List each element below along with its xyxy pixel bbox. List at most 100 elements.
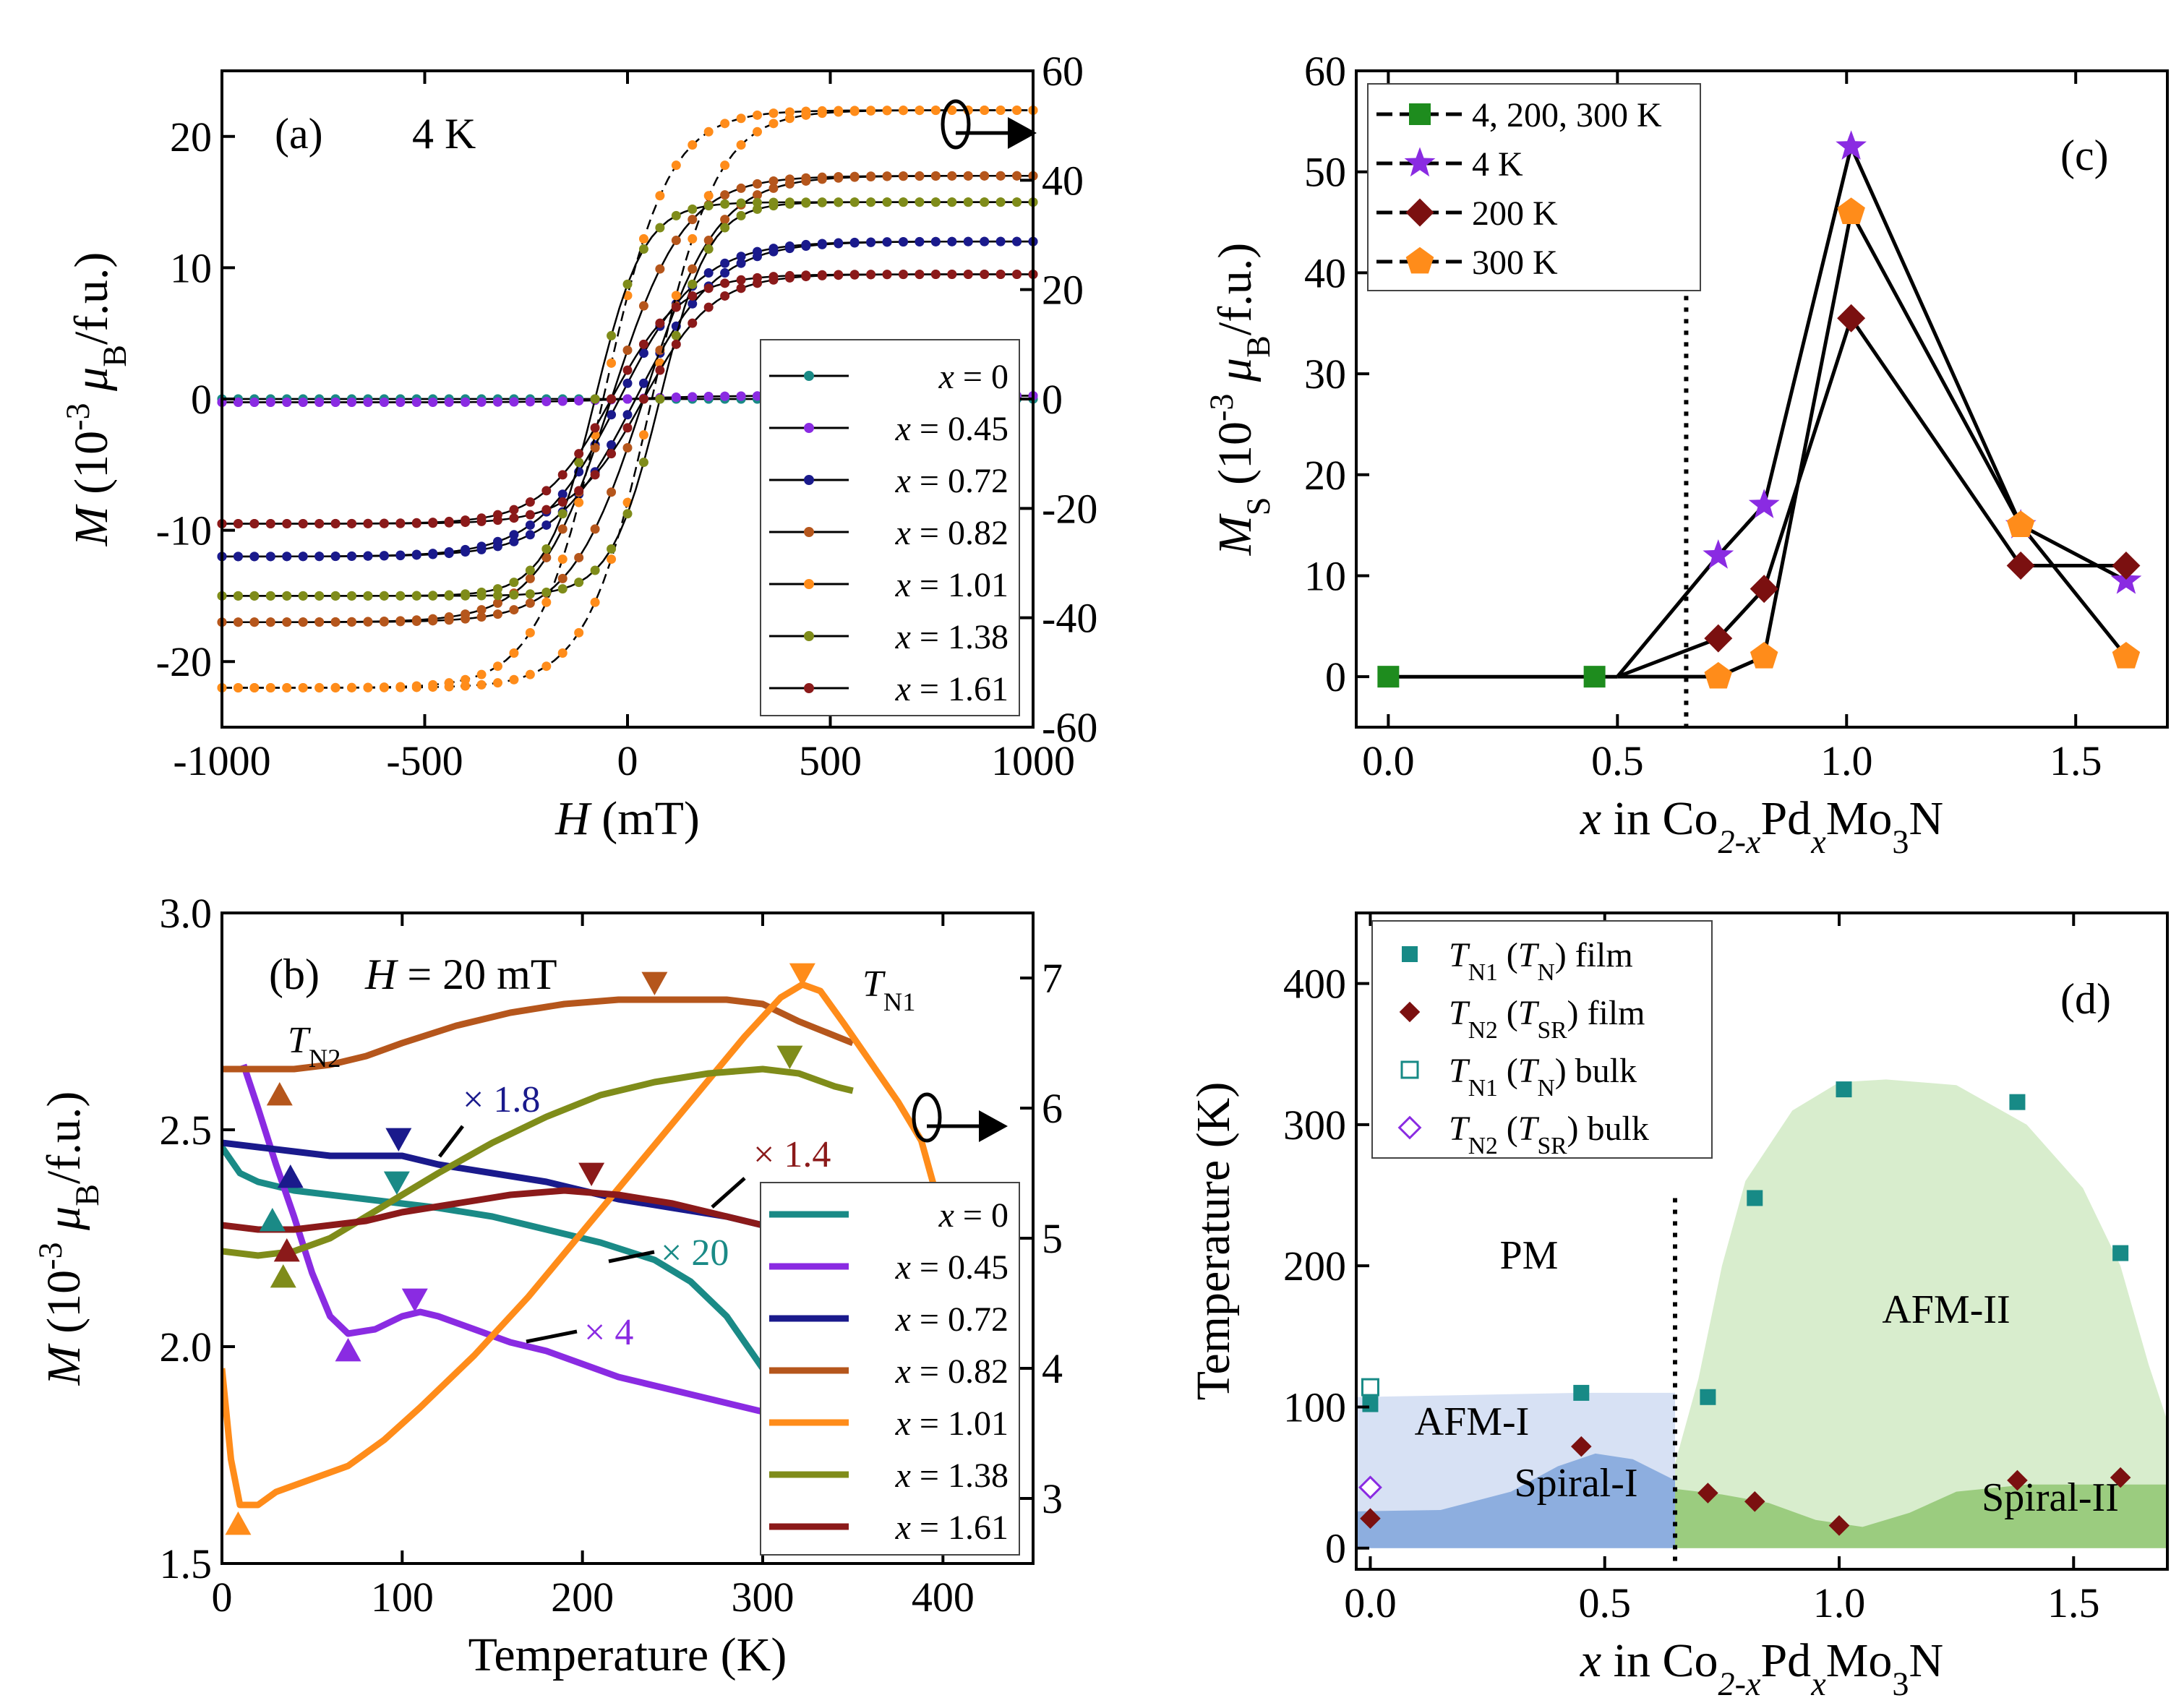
data-point-x161	[963, 269, 973, 279]
data-point-x082	[379, 616, 389, 626]
data-point-darkred	[1750, 575, 1778, 604]
panel-c-legend-marker	[1404, 147, 1436, 177]
data-point-x138	[476, 587, 487, 597]
data-point-x101	[688, 233, 698, 244]
panel-b-y2-tick-label: 3	[1042, 1475, 1063, 1522]
data-point-x138	[834, 197, 844, 207]
panel-a-x-tick-label: 500	[799, 737, 862, 784]
data-point-x101	[282, 682, 292, 692]
data-point-purple	[1703, 539, 1734, 569]
data-point-x138	[638, 458, 648, 468]
panel-a-y2-tick-label: 20	[1042, 267, 1084, 314]
data-point-x101	[607, 554, 617, 565]
data-point-x101	[233, 683, 243, 693]
panel-a-legend-x101-dot	[804, 579, 814, 589]
data-point-x072	[930, 236, 941, 246]
data-point-x138	[801, 197, 811, 207]
data-point-x101	[784, 107, 795, 117]
data-point-x082	[638, 301, 648, 311]
multiplier-pointer	[608, 1250, 655, 1264]
spiral2-label: Spiral-II	[1982, 1475, 2119, 1520]
data-point-x138	[980, 197, 990, 207]
data-point-x161	[882, 270, 892, 280]
data-point-x138	[849, 197, 860, 207]
panel-d-legend-label: TN1 (TN) bulk	[1449, 1052, 1637, 1102]
data-point-x101	[980, 105, 990, 115]
series-line-darkred	[1716, 314, 2126, 640]
data-point-x082	[720, 190, 730, 200]
panel-a-ylabel: M (10-3 μB/f.u.)	[59, 252, 133, 547]
data-point-x101	[557, 648, 568, 659]
data-point-x072	[607, 439, 617, 450]
data-point-x161	[736, 283, 746, 293]
data-point-x138	[444, 590, 454, 600]
curve-x101	[222, 981, 955, 1509]
data-point-x101	[849, 106, 860, 116]
data-point-square	[2009, 1094, 2026, 1110]
data-point-x161	[753, 273, 763, 283]
data-point-x101	[817, 106, 827, 116]
data-point-x072	[347, 551, 357, 561]
data-point-x045	[476, 397, 487, 407]
data-point-x082	[703, 236, 714, 246]
panel-c-y-tick-label: 0	[1325, 653, 1346, 700]
data-point-x138	[282, 591, 292, 601]
data-point-x101	[720, 160, 730, 171]
panel-b-legend-label: x = 0.72	[895, 1300, 1009, 1339]
panel-c-y-tick-label: 20	[1304, 452, 1346, 499]
data-point-x082	[930, 171, 941, 181]
data-point-x101	[607, 358, 617, 368]
curve-x082	[222, 996, 855, 1073]
data-point-x161	[379, 518, 389, 528]
panel-b-y2-tick-label: 4	[1042, 1345, 1063, 1392]
data-point-x082	[428, 614, 438, 624]
data-point-x138	[492, 584, 502, 594]
data-point-x101	[330, 682, 341, 692]
data-point-x045	[379, 398, 389, 408]
data-point-x138	[233, 591, 243, 601]
panel-b-legend-label: x = 1.01	[895, 1404, 1009, 1443]
panel-b-y-tick-label: 2.0	[160, 1324, 213, 1370]
data-point-x161	[638, 394, 648, 404]
data-point-x082	[557, 524, 568, 534]
panel-c-legend-marker	[1405, 246, 1434, 274]
data-point-x072	[882, 237, 892, 247]
data-point-x045	[233, 398, 243, 408]
panel-a-legend-x161-dot	[804, 683, 814, 693]
panel-c-frame	[1355, 69, 2169, 729]
data-point-x082	[768, 183, 779, 193]
afm1-label: AFM-I	[1415, 1399, 1530, 1444]
pm-label: PM	[1500, 1233, 1559, 1278]
data-point-x101	[688, 140, 698, 150]
data-point-square	[1362, 1396, 1379, 1412]
data-point-x161	[557, 497, 568, 507]
data-point-x072	[915, 236, 925, 246]
data-point-x082	[947, 171, 957, 181]
panel-d-y-tick-label: 100	[1283, 1384, 1346, 1430]
panel-b-y-tick-label: 3.0	[160, 890, 213, 937]
data-point-x101	[411, 681, 421, 691]
curve-x161	[222, 1187, 800, 1237]
data-point-x101	[525, 627, 535, 638]
panel-a-hysteresis: -1000 -500 0 500 1000 -20 -10 0 10 20 -60 -40 -20 0 20…	[59, 48, 1098, 845]
data-point-x072	[834, 238, 844, 248]
data-point-x101	[347, 682, 357, 692]
panel-c-ylabel: MS (10-3 μB/f.u.)	[1203, 243, 1277, 556]
panel-a-legend-x0-dot	[804, 371, 814, 381]
spiral1-region	[1356, 1453, 1675, 1548]
data-point-darkred	[2006, 551, 2035, 580]
transition-marker-x161	[578, 1162, 605, 1186]
data-point-x082	[688, 264, 698, 274]
data-point-x161	[330, 518, 341, 528]
data-point-x161	[607, 394, 617, 404]
data-point-x161	[509, 513, 519, 523]
panel-a-legend-label: x = 0.82	[895, 514, 1009, 552]
afm2-region	[1675, 1079, 2167, 1548]
panel-a-legend-x082-dot	[804, 527, 814, 537]
data-point-x082	[768, 176, 779, 186]
data-point-x138	[753, 204, 763, 214]
data-point-x161	[688, 318, 698, 328]
panel-a-y-tick-label: -10	[156, 507, 212, 554]
data-point-x101	[655, 191, 665, 201]
transition-marker-x072	[385, 1128, 412, 1151]
